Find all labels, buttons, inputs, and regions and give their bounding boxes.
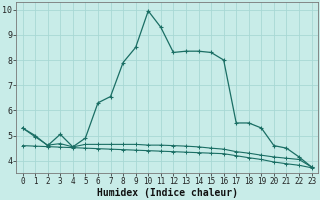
X-axis label: Humidex (Indice chaleur): Humidex (Indice chaleur) xyxy=(97,188,237,198)
